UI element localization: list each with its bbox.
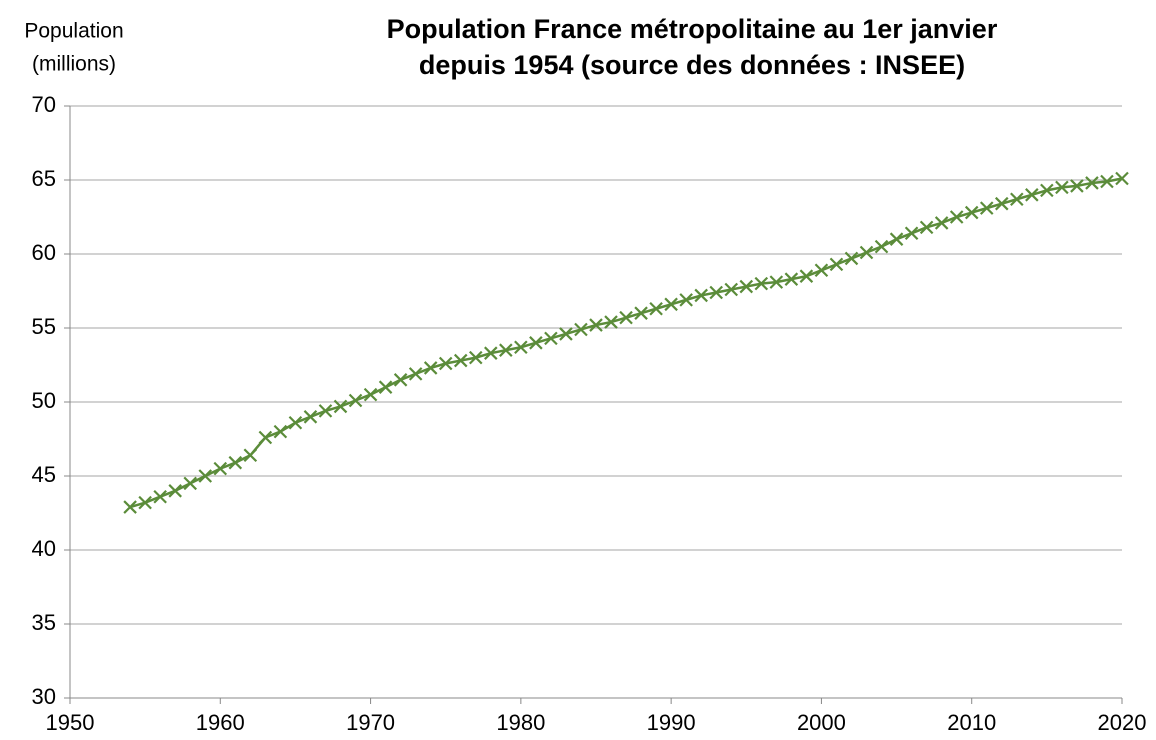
- marker: [604, 315, 618, 329]
- marker: [1010, 192, 1024, 207]
- marker: [784, 272, 799, 286]
- marker: [363, 387, 378, 402]
- marker: [589, 318, 603, 332]
- marker: [213, 461, 228, 476]
- marker: [1055, 180, 1069, 195]
- marker: [994, 196, 1009, 211]
- marker: [348, 393, 363, 408]
- marker: [423, 361, 438, 375]
- marker: [904, 226, 919, 241]
- y-tick-label: 50: [32, 388, 56, 413]
- marker: [964, 205, 979, 220]
- marker: [138, 495, 152, 510]
- y-axis-label: (millions): [32, 53, 116, 76]
- marker: [468, 350, 483, 365]
- marker: [1025, 188, 1039, 202]
- marker: [664, 297, 678, 312]
- y-tick-label: 30: [32, 684, 56, 709]
- marker: [378, 380, 393, 394]
- y-tick-label: 55: [32, 314, 56, 339]
- marker: [438, 356, 453, 371]
- chart-title: depuis 1954 (source des données : INSEE): [419, 50, 965, 80]
- marker: [934, 216, 949, 230]
- marker: [408, 367, 423, 381]
- marker: [574, 322, 588, 337]
- marker: [318, 404, 333, 418]
- marker: [619, 310, 633, 325]
- marker: [979, 201, 994, 215]
- marker: [874, 239, 889, 254]
- marker: [739, 279, 754, 294]
- marker: [273, 424, 288, 439]
- marker: [153, 489, 167, 504]
- marker: [709, 285, 724, 300]
- marker: [844, 251, 859, 266]
- x-tick-label: 2010: [947, 710, 996, 735]
- marker: [1085, 176, 1099, 190]
- y-tick-label: 45: [32, 462, 56, 487]
- marker: [168, 484, 182, 498]
- marker: [303, 410, 318, 424]
- marker: [1070, 179, 1084, 193]
- marker: [559, 327, 573, 341]
- marker: [123, 500, 137, 514]
- y-tick-label: 70: [32, 92, 56, 117]
- marker: [949, 210, 964, 224]
- marker: [288, 415, 303, 430]
- marker: [799, 269, 814, 283]
- marker: [649, 301, 663, 316]
- y-tick-label: 60: [32, 240, 56, 265]
- marker: [393, 373, 408, 387]
- marker: [634, 306, 648, 320]
- marker: [228, 455, 243, 470]
- marker: [769, 275, 784, 289]
- marker: [544, 331, 558, 346]
- x-tick-label: 1990: [647, 710, 696, 735]
- marker: [829, 257, 844, 272]
- marker: [484, 346, 498, 360]
- y-tick-label: 40: [32, 536, 56, 561]
- marker: [694, 288, 708, 303]
- marker: [1040, 183, 1054, 198]
- x-tick-label: 1980: [496, 710, 545, 735]
- marker: [859, 245, 874, 260]
- marker: [198, 469, 213, 483]
- marker: [514, 340, 528, 355]
- marker: [499, 343, 513, 357]
- marker: [453, 353, 468, 368]
- x-tick-label: 2020: [1098, 710, 1147, 735]
- y-tick-label: 35: [32, 610, 56, 635]
- x-tick-label: 1970: [346, 710, 395, 735]
- marker: [333, 399, 348, 414]
- line: [129, 177, 1123, 509]
- marker: [1100, 174, 1114, 189]
- chart-title: Population France métropolitaine au 1er …: [387, 14, 998, 44]
- marker: [243, 448, 258, 463]
- marker: [754, 276, 769, 291]
- marker: [889, 232, 904, 246]
- x-tick-label: 1950: [46, 710, 95, 735]
- marker: [814, 263, 829, 278]
- marker: [183, 476, 198, 491]
- marker: [919, 220, 934, 235]
- marker: [1115, 171, 1129, 186]
- marker: [529, 336, 543, 350]
- marker: [258, 430, 273, 445]
- x-tick-label: 2000: [797, 710, 846, 735]
- y-axis-label: Population: [24, 20, 123, 43]
- marker: [679, 293, 693, 307]
- marker: [724, 282, 739, 297]
- y-tick-label: 65: [32, 166, 56, 191]
- x-tick-label: 1960: [196, 710, 245, 735]
